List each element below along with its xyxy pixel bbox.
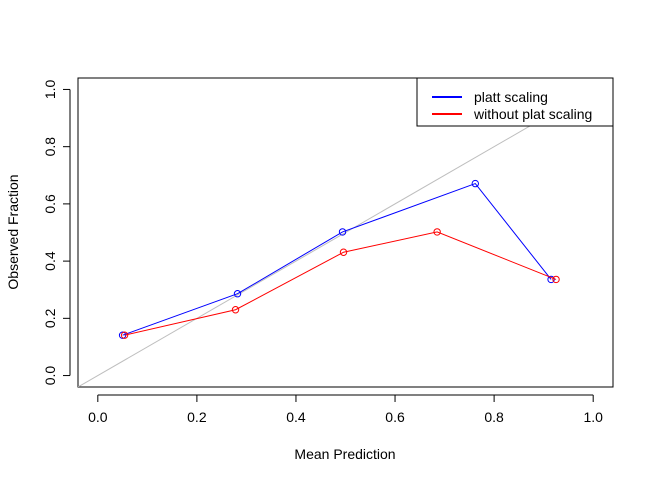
point: [433, 228, 441, 236]
legend-label: without plat scaling: [473, 106, 592, 122]
x-tick-label: 0.8: [484, 409, 504, 425]
x-tick-label: 0.0: [88, 409, 108, 425]
x-tick-label: 0.4: [286, 409, 306, 425]
point: [339, 248, 348, 256]
point: [231, 306, 240, 314]
x-tick-label: 0.2: [187, 409, 207, 425]
plot-area: [78, 78, 613, 387]
y-axis-label: Observed Fraction: [5, 174, 21, 289]
legend-box: [416, 77, 614, 127]
point: [120, 331, 129, 339]
point: [547, 275, 555, 284]
legend-label: platt scaling: [474, 89, 548, 105]
y-tick-label: 0.6: [42, 194, 58, 214]
x-axis-label: Mean Prediction: [294, 446, 395, 462]
y-tick-label: 0.0: [42, 366, 58, 386]
y-tick-label: 0.2: [42, 308, 58, 328]
point: [471, 179, 479, 188]
point: [338, 228, 347, 236]
point: [552, 275, 560, 284]
series-line: [122, 182, 552, 336]
y-tick-label: 0.8: [42, 137, 58, 157]
y-tick-label: 1.0: [42, 80, 58, 100]
y-tick-label: 0.4: [42, 251, 58, 271]
series-line: [124, 231, 557, 336]
x-tick-label: 1.0: [583, 409, 603, 425]
x-tick-label: 0.6: [385, 409, 405, 425]
point: [233, 290, 242, 298]
plot-box: [77, 77, 614, 388]
